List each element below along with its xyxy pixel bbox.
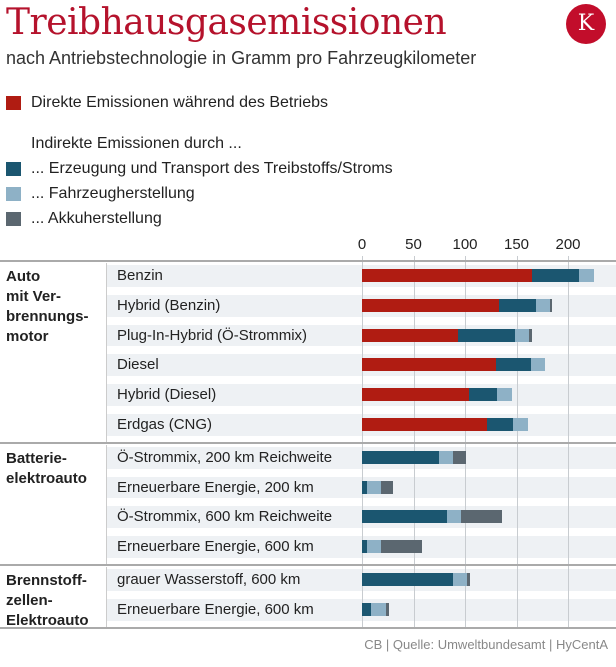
group-label: Batterie- elektroauto [6, 449, 87, 487]
group-divider [0, 441, 616, 444]
x-tick-label: 0 [357, 236, 367, 253]
row-label: Erneuerbare Energie, 600 km [117, 538, 314, 556]
legend-label: ... Fahrzeugherstellung [31, 185, 195, 202]
legend-battery: ... Akkuherstellung [6, 210, 162, 228]
bar-segment-battery [385, 602, 389, 616]
bar-segment-fuel [362, 573, 453, 586]
publisher-logo: K [566, 4, 606, 44]
bar-segment-direct [362, 358, 496, 372]
bar-segment-vehicle [536, 298, 551, 312]
bar-segment-direct [362, 269, 532, 282]
bar-segment-fuel [531, 269, 580, 282]
bar-segment-fuel [486, 418, 514, 431]
legend-label: ... Akkuherstellung [31, 210, 162, 227]
legend-vehicle: ... Fahrzeugherstellung [6, 185, 195, 203]
x-tick-label: 100 [452, 236, 478, 253]
row-label: Ö-Strommix, 600 km Reichweite [117, 508, 333, 526]
bar-segment-fuel [457, 328, 516, 342]
bar-segment-fuel [498, 298, 537, 312]
bar-segment-fuel [362, 540, 368, 554]
row-label: grauer Wasserstoff, 600 km [117, 571, 301, 588]
bar-segment-vehicle [367, 540, 381, 554]
bar-segment-vehicle [530, 358, 546, 372]
group-label: Brennstoff- zellen- Elektroauto [6, 572, 89, 629]
bar-segment-vehicle [452, 573, 468, 586]
bar-segment-vehicle [496, 388, 513, 402]
bar-segment-vehicle [447, 510, 461, 524]
bar-segment-battery [452, 450, 466, 464]
row-label: Diesel [117, 356, 159, 374]
bar-segment-battery [380, 540, 422, 554]
group-divider-vertical [106, 444, 107, 564]
bar-segment-direct [362, 388, 470, 402]
bar-segment-vehicle [439, 450, 453, 464]
x-tick-label: 150 [503, 236, 530, 253]
group-divider-vertical [106, 263, 107, 442]
group-divider [0, 626, 616, 629]
row-label: Benzin [117, 267, 163, 284]
legend-swatch-battery [6, 212, 21, 226]
legend-swatch-fuel [6, 162, 21, 176]
bar-segment-fuel [362, 602, 372, 616]
legend-direct: Direkte Emissionen während des Betriebs [6, 94, 328, 112]
legend-swatch-vehicle [6, 187, 21, 201]
row-label: Erneuerbare Energie, 600 km [117, 600, 314, 618]
legend-label: ... Erzeugung und Transport des Treibsto… [31, 160, 393, 177]
bar-segment-direct [362, 328, 458, 342]
bar-segment-direct [362, 298, 499, 312]
x-tick-label: 200 [555, 236, 581, 253]
bar-segment-vehicle [579, 269, 594, 282]
legend-indirect-heading: Indirekte Emissionen durch ... [31, 135, 242, 152]
bar-segment-fuel [469, 388, 497, 402]
row-label: Erdgas (CNG) [117, 416, 213, 433]
group-divider [0, 564, 616, 566]
row-label: Hybrid (Benzin) [117, 296, 221, 314]
source-note: CB | Quelle: Umweltbundesamt | HyCentA [364, 637, 608, 652]
bar-segment-direct [362, 418, 487, 431]
bar-segment-fuel [362, 510, 448, 524]
bar-segment-vehicle [367, 480, 381, 494]
legend-swatch-direct [6, 96, 21, 110]
axis-top-line [0, 260, 616, 262]
bar-segment-vehicle [513, 418, 528, 431]
x-tick-label: 50 [405, 236, 422, 253]
legend-label: Direkte Emissionen während des Betriebs [31, 94, 329, 111]
bar-segment-battery [380, 480, 393, 494]
group-divider-vertical [106, 567, 107, 627]
bar-segment-vehicle [371, 602, 386, 616]
bar-segment-battery [460, 510, 503, 524]
row-label: Ö-Strommix, 200 km Reichweite [117, 448, 333, 466]
bar-segment-fuel [362, 480, 368, 494]
group-label: Auto mit Ver- brennungs- motor [6, 268, 89, 345]
chart-subtitle: nach Antriebstechnologie in Gramm pro Fa… [6, 48, 477, 68]
row-label: Erneuerbare Energie, 200 km [117, 478, 314, 496]
bar-segment-vehicle [515, 328, 529, 342]
bar-segment-battery [528, 328, 532, 342]
legend-fuel: ... Erzeugung und Transport des Treibsto… [6, 160, 393, 178]
row-label: Hybrid (Diesel) [117, 386, 217, 404]
bar-segment-fuel [495, 358, 531, 372]
row-label: Plug-In-Hybrid (Ö-Strommix) [117, 326, 308, 344]
bar-segment-battery [550, 298, 552, 312]
chart-title: Treibhausgasemissionen [6, 2, 447, 43]
bar-segment-fuel [362, 450, 440, 464]
bar-segment-battery [467, 573, 471, 586]
